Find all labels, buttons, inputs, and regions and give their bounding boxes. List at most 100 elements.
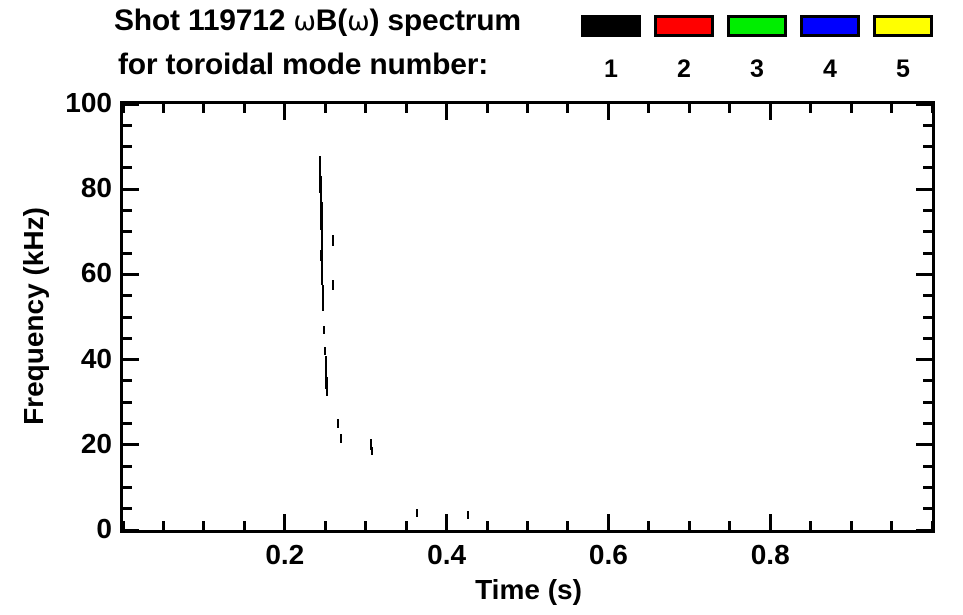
y-tick-minor-70	[123, 230, 132, 234]
y-tick-right-minor-65	[923, 251, 932, 255]
x-tick-top-major-0.80	[768, 104, 772, 120]
x-tick-major-0.60	[606, 514, 610, 530]
legend-label-mode-2: 2	[677, 55, 691, 83]
y-tick-right-major-0	[916, 528, 932, 532]
x-tick-top-minor-0.85	[809, 104, 813, 113]
x-tick-label-0.6: 0.6	[588, 539, 628, 570]
x-tick-label-0.8: 0.8	[750, 539, 790, 570]
y-tick-minor-15	[123, 464, 132, 468]
spectrum-mark-mode-1-17	[324, 376, 328, 390]
y-tick-minor-25	[123, 422, 132, 425]
x-tick-top-major-0.40	[445, 104, 449, 120]
title-spectrum-text: ) spectrum	[369, 4, 521, 37]
y-tick-minor-35	[123, 379, 132, 383]
x-tick-top-minor-0.30	[364, 104, 368, 113]
x-axis-title: Time (s)	[0, 574, 963, 606]
spectrum-mark-mode-1-13	[323, 325, 326, 335]
y-tick-right-minor-85	[923, 166, 932, 170]
x-tick-minor-0.05	[161, 521, 165, 530]
y-tick-minor-50	[123, 315, 132, 319]
x-tick-minor-0.45	[485, 521, 489, 530]
y-tick-minor-95	[123, 123, 132, 127]
x-tick-minor-0.10	[202, 521, 206, 530]
spectrum-mark-mode-1-9	[321, 259, 324, 273]
y-tick-right-minor-25	[923, 422, 932, 425]
x-tick-major-0.80	[768, 514, 772, 530]
spectrum-mark-mode-1-5	[320, 212, 323, 230]
spectrum-mark-mode-1-10	[321, 272, 324, 286]
x-tick-top-major-0.20	[283, 104, 287, 120]
x-tick-top-minor-0.55	[566, 104, 570, 113]
x-tick-top-minor-0.95	[890, 104, 894, 113]
spectrum-mark-mode-1-22	[340, 434, 343, 443]
y-tick-right-minor-95	[923, 123, 932, 127]
spectrum-mark-mode-1-26	[467, 510, 470, 520]
x-tick-top-minor-0.25	[323, 104, 327, 113]
y-tick-major-40	[123, 358, 139, 362]
x-tick-minor-0.70	[687, 521, 691, 530]
x-tick-top-minor-0.00	[121, 104, 125, 113]
spectrum-mark-mode-1-14	[324, 346, 327, 356]
x-tick-major-0.20	[283, 514, 287, 530]
omega-symbol-1: ω	[293, 6, 316, 37]
legend-swatch-mode-4	[800, 15, 860, 37]
y-axis-title: Frequency (kHz)	[18, 207, 49, 425]
y-tick-label-20: 20	[80, 427, 112, 459]
legend-label-mode-4: 4	[823, 55, 837, 83]
x-tick-minor-0.15	[242, 521, 246, 530]
x-tick-minor-0.35	[404, 521, 408, 530]
spectrum-mark-mode-1-15	[324, 356, 327, 368]
x-tick-top-minor-0.75	[728, 104, 732, 113]
y-tick-label-40: 40	[80, 342, 112, 374]
spectrum-mark-mode-1-21	[337, 419, 340, 428]
figure-title-line-1: Shot 119712 ωB(ω) spectrum	[114, 6, 521, 37]
spectrum-mark-mode-1-4	[320, 201, 323, 215]
y-tick-minor-85	[123, 166, 132, 170]
legend-label-mode-5: 5	[896, 55, 910, 83]
y-tick-major-60	[123, 272, 139, 276]
y-tick-minor-30	[123, 400, 132, 404]
y-tick-minor-90	[123, 145, 132, 149]
y-tick-right-major-80	[916, 187, 932, 191]
y-tick-major-0	[123, 528, 139, 532]
y-tick-right-minor-90	[923, 145, 932, 149]
plot-frame	[120, 101, 935, 533]
spectrum-mark-mode-1-2	[319, 176, 322, 194]
y-tick-minor-10	[123, 485, 132, 489]
y-tick-minor-75	[123, 209, 132, 212]
x-tick-minor-0.55	[566, 521, 570, 530]
y-tick-right-minor-35	[923, 379, 932, 383]
x-tick-top-minor-0.45	[485, 104, 489, 113]
y-tick-major-100	[123, 102, 139, 106]
y-tick-label-80: 80	[80, 172, 112, 204]
title-b-text: B(	[315, 4, 348, 37]
y-tick-minor-65	[123, 251, 132, 255]
y-tick-label-0: 0	[96, 513, 112, 544]
spectrum-mark-mode-1-23	[369, 439, 372, 451]
y-tick-major-20	[123, 443, 139, 447]
x-tick-minor-0.90	[849, 521, 853, 530]
spectrum-mark-mode-1-1	[318, 165, 321, 179]
y-tick-right-minor-30	[923, 400, 932, 404]
legend-label-mode-1: 1	[604, 55, 618, 83]
spectrum-mark-mode-1-16	[324, 365, 328, 379]
y-tick-right-major-60	[916, 272, 932, 276]
spectrum-mark-mode-1-20	[332, 279, 335, 291]
legend-swatch-mode-2	[654, 15, 714, 37]
x-tick-label-0.2: 0.2	[265, 539, 305, 570]
y-tick-right-minor-10	[923, 485, 932, 489]
y-tick-right-minor-70	[923, 230, 932, 234]
y-tick-right-major-20	[916, 443, 932, 447]
x-tick-top-minor-0.50	[526, 104, 529, 113]
y-tick-right-minor-55	[923, 294, 932, 298]
x-tick-minor-0.75	[728, 521, 732, 530]
title-shot-text: Shot 119712	[114, 4, 294, 37]
spectrum-mark-mode-1-11	[321, 285, 324, 298]
spectrum-mark-mode-1-0	[318, 156, 321, 167]
x-tick-label-0.4: 0.4	[427, 539, 467, 570]
plot-data-area	[123, 104, 932, 530]
x-tick-top-minor-0.90	[849, 104, 853, 113]
figure-title-line-2: for toroidal mode number:	[118, 48, 489, 81]
x-tick-top-minor-1.00	[930, 104, 934, 113]
